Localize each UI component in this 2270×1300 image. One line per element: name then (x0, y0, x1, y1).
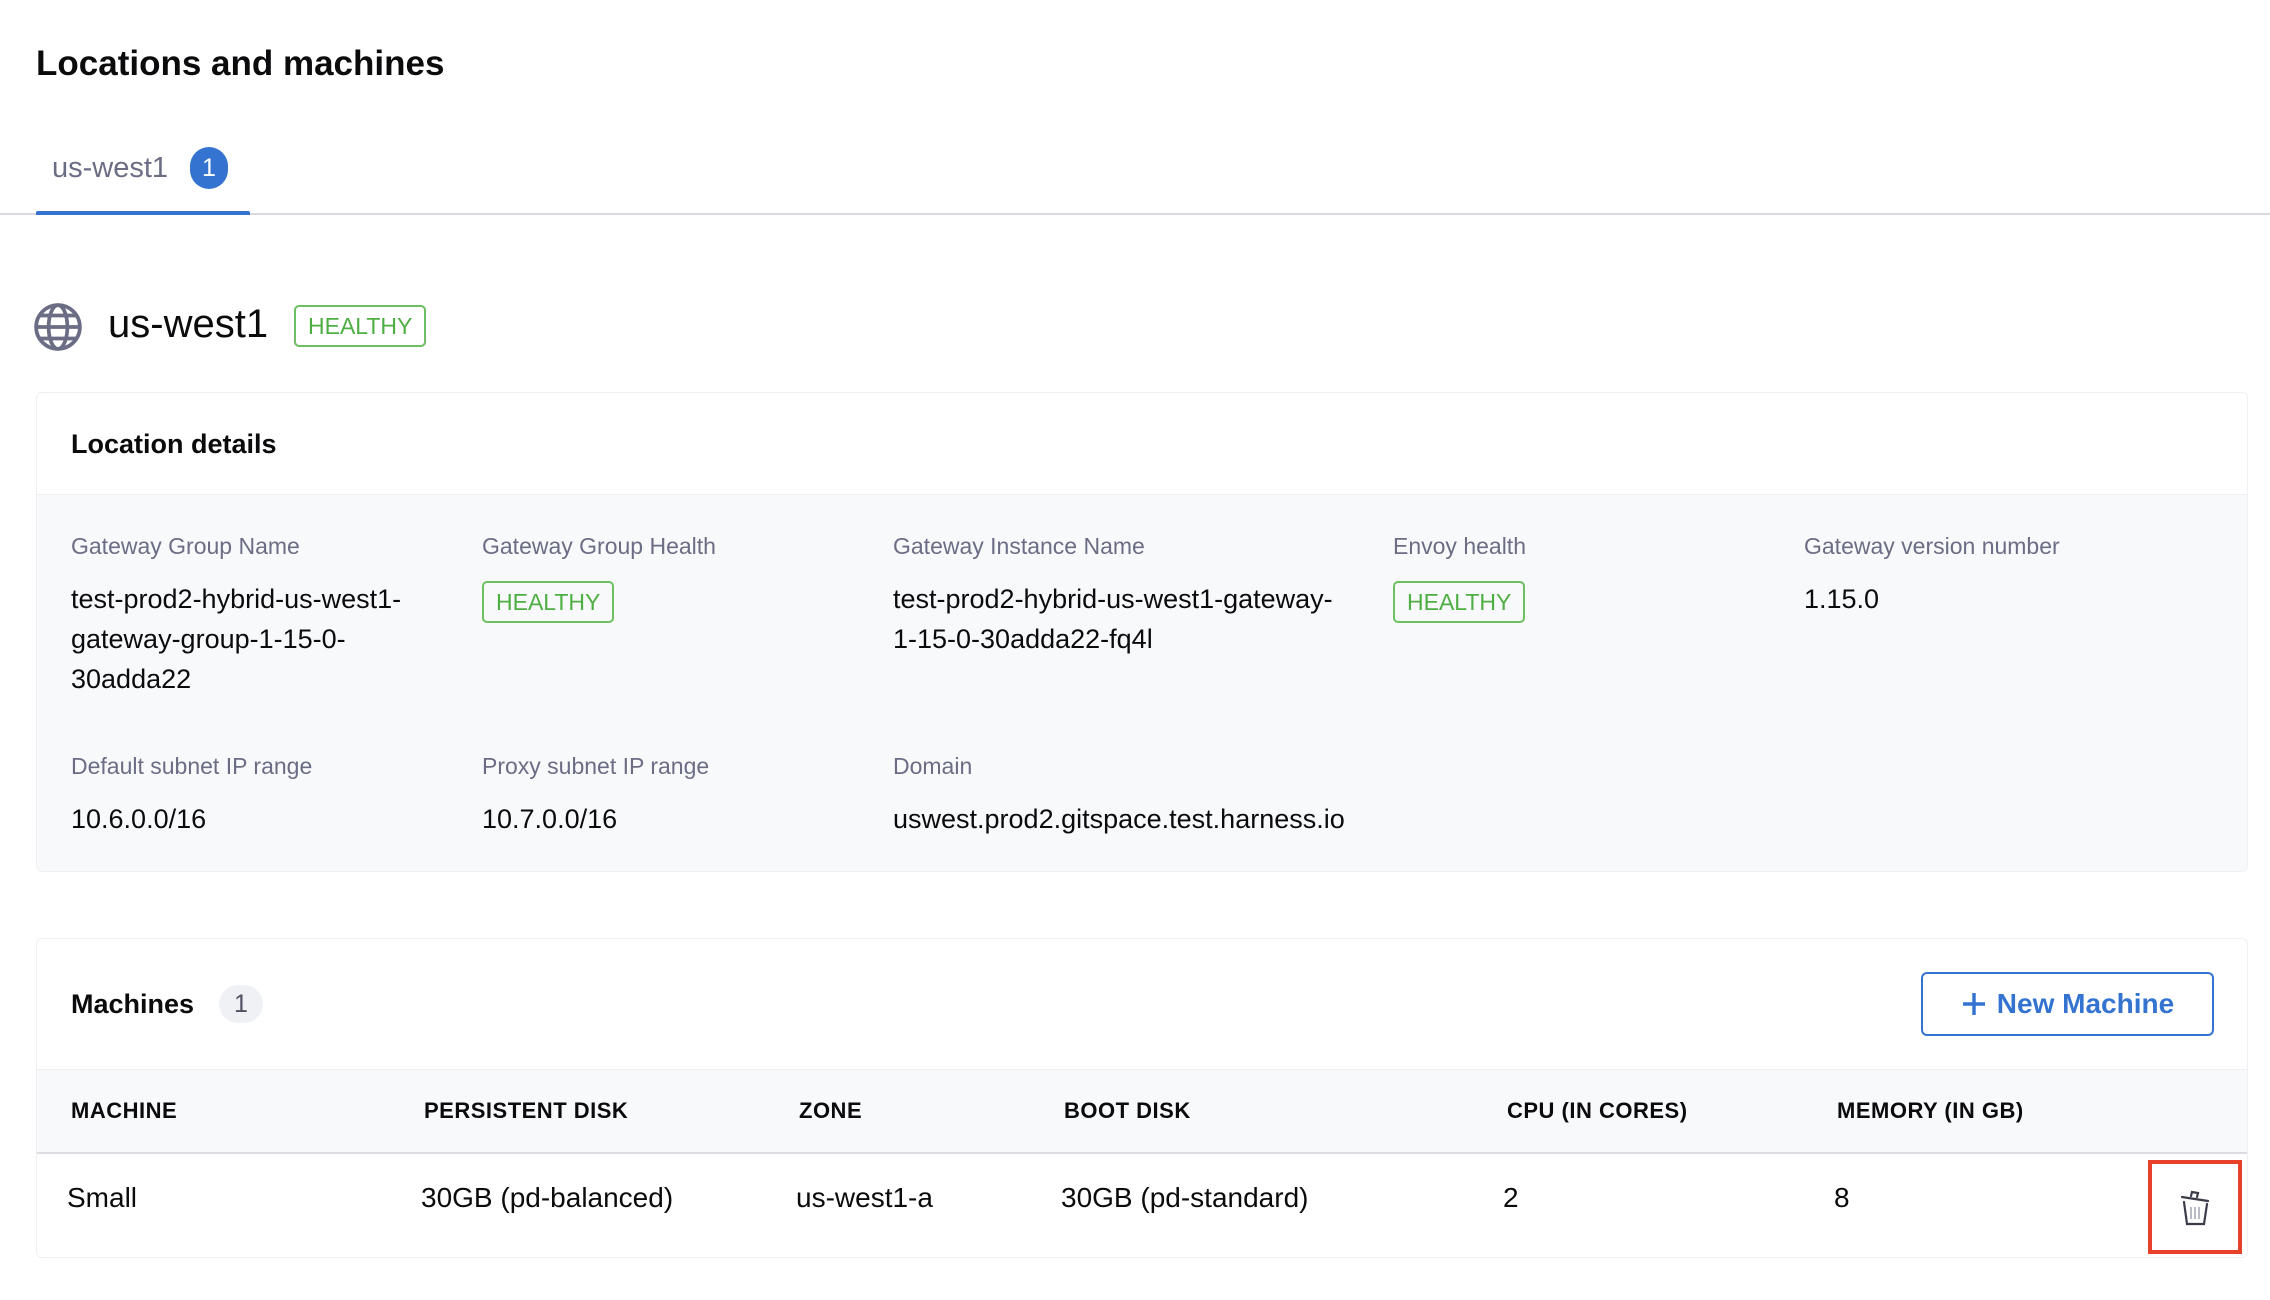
table-header: MACHINE PERSISTENT DISK ZONE BOOT DISK C… (37, 1069, 2247, 1154)
machines-card: Machines 1 New Machine MACHINE PERSISTEN… (36, 938, 2248, 1258)
gateway-instance-name-label: Gateway Instance Name (893, 533, 1145, 559)
gateway-version-label: Gateway version number (1804, 533, 2060, 559)
cell-memory: 8 (1834, 1182, 1850, 1213)
proxy-subnet-value: 10.7.0.0/16 (482, 804, 618, 834)
gateway-group-name-value: test-prod2-hybrid-us-west1-gateway-group… (71, 584, 402, 694)
new-machine-button[interactable]: New Machine (1921, 972, 2214, 1036)
gateway-group-name-label: Gateway Group Name (71, 533, 300, 559)
cell-persistent-disk: 30GB (pd-balanced) (421, 1182, 674, 1213)
page-title: Locations and machines (36, 44, 445, 83)
gateway-version-value: 1.15.0 (1804, 584, 1880, 614)
trash-icon (2180, 1190, 2210, 1226)
gateway-group-health-badge: HEALTHY (482, 581, 615, 623)
tab-count-badge: 1 (190, 147, 228, 189)
cell-cpu: 2 (1503, 1182, 1519, 1213)
column-header-cpu: CPU (IN CORES) (1507, 1098, 1688, 1123)
tab-bar-divider (0, 213, 2270, 215)
cell-zone: us-west1-a (796, 1182, 933, 1213)
location-details-title: Location details (37, 393, 2247, 495)
column-header-persistent-disk: PERSISTENT DISK (424, 1098, 629, 1123)
cell-boot-disk: 30GB (pd-standard) (1061, 1182, 1309, 1213)
default-subnet-value: 10.6.0.0/16 (71, 804, 207, 834)
machines-count-badge: 1 (219, 985, 263, 1023)
new-machine-label: New Machine (1996, 988, 2175, 1019)
column-header-boot-disk: BOOT DISK (1064, 1098, 1191, 1123)
machines-title: Machines (71, 989, 195, 1019)
delete-machine-button[interactable] (2148, 1160, 2242, 1254)
domain-value: uswest.prod2.gitspace.test.harness.io (893, 804, 1345, 834)
column-header-machine: MACHINE (71, 1098, 178, 1123)
tab-label: us-west1 (52, 152, 169, 184)
plus-icon (1962, 993, 1985, 1015)
column-header-memory: MEMORY (IN GB) (1837, 1098, 2024, 1123)
domain-label: Domain (893, 753, 973, 779)
active-tab-indicator (36, 211, 250, 215)
location-status-badge: HEALTHY (294, 305, 427, 347)
proxy-subnet-label: Proxy subnet IP range (482, 753, 710, 779)
gateway-group-health-label: Gateway Group Health (482, 533, 716, 559)
location-name: us-west1 (108, 302, 269, 346)
envoy-health-label: Envoy health (1393, 533, 1526, 559)
globe-icon (34, 303, 82, 351)
default-subnet-label: Default subnet IP range (71, 753, 313, 779)
gateway-instance-name-value: test-prod2-hybrid-us-west1-gateway-1-15-… (893, 584, 1333, 654)
envoy-health-badge: HEALTHY (1393, 581, 1526, 623)
tab-us-west1[interactable]: us-west1 1 (36, 140, 250, 215)
column-header-zone: ZONE (799, 1098, 863, 1123)
location-details-card: Location details Gateway Group Name test… (36, 392, 2248, 872)
cell-machine: Small (67, 1182, 138, 1213)
